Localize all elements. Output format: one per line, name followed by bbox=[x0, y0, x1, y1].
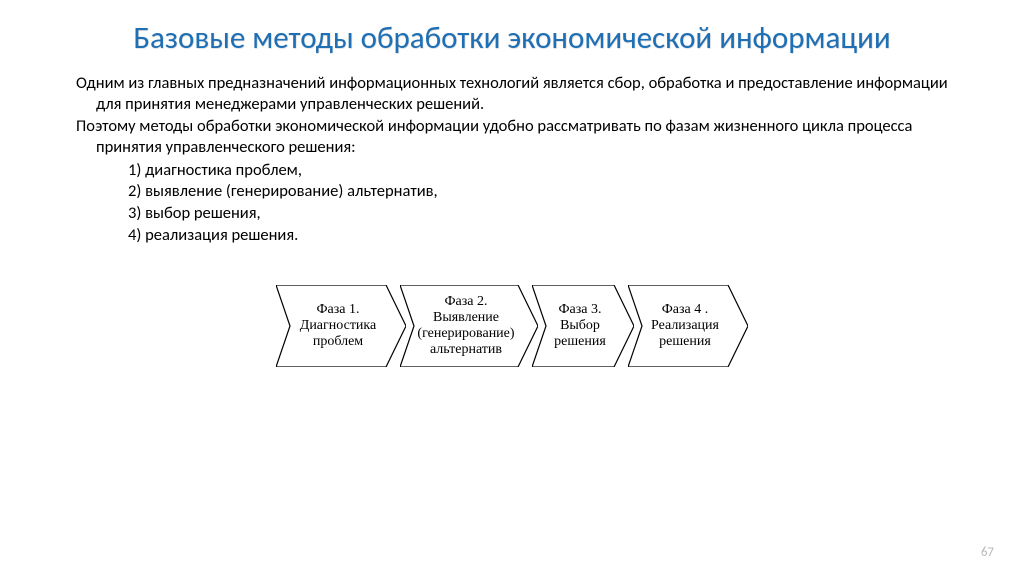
flow-phase-label: Фаза 1.Диагностика проблем bbox=[276, 285, 406, 367]
flow-phase-label: Фаза 2.Выявление (генерирование) альтерн… bbox=[400, 285, 538, 367]
slide-title: Базовые методы обработки экономической и… bbox=[48, 20, 976, 57]
paragraph-2: Поэтому методы обработки экономической и… bbox=[48, 116, 976, 157]
list-item: 2) выявление (генерирование) альтернатив… bbox=[128, 181, 976, 202]
list-item: 1) диагностика проблем, bbox=[128, 160, 976, 181]
flow-phase: Фаза 2.Выявление (генерирование) альтерн… bbox=[400, 285, 538, 367]
flow-phase: Фаза 1.Диагностика проблем bbox=[276, 285, 406, 367]
flow-phase-label: Фаза 4 .Реализация решения bbox=[628, 285, 748, 367]
flowchart: Фаза 1.Диагностика проблемФаза 2.Выявлен… bbox=[48, 285, 976, 367]
slide-content: Базовые методы обработки экономической и… bbox=[0, 0, 1024, 367]
body-text: Одним из главных предназначений информац… bbox=[48, 73, 976, 245]
numbered-list: 1) диагностика проблем, 2) выявление (ге… bbox=[48, 160, 976, 246]
paragraph-1: Одним из главных предназначений информац… bbox=[48, 73, 976, 114]
page-number: 67 bbox=[981, 545, 994, 560]
flow-phase: Фаза 4 .Реализация решения bbox=[628, 285, 748, 367]
list-item: 3) выбор решения, bbox=[128, 203, 976, 224]
flow-phase-label: Фаза 3.Выбор решения bbox=[532, 285, 634, 367]
flow-phase: Фаза 3.Выбор решения bbox=[532, 285, 634, 367]
list-item: 4) реализация решения. bbox=[128, 225, 976, 246]
